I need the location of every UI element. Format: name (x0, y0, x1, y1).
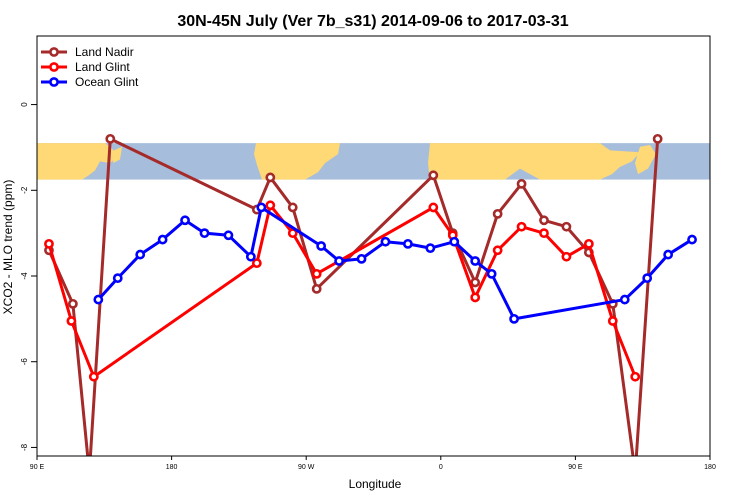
data-point-land-glint (539, 228, 549, 239)
data-point-ocean-glint (425, 243, 436, 254)
plot-frame (36, 35, 711, 457)
data-point-ocean-glint (486, 268, 497, 279)
x-tick-label: 180 (166, 464, 178, 471)
data-point-ocean-glint (449, 236, 460, 247)
legend-item-ocean-glint: Ocean Glint (41, 75, 139, 89)
data-point-land-glint (88, 371, 99, 382)
x-axis: 90 E 180 90 W 0 90 E 180 (30, 456, 716, 471)
data-point-land-nadir (561, 221, 572, 232)
data-point-land-glint (44, 238, 54, 249)
legend-marker (49, 77, 59, 87)
data-point-land-glint (251, 258, 262, 269)
data-point-land-glint (470, 292, 481, 303)
data-point-ocean-glint (135, 249, 146, 260)
data-point-land-nadir (428, 170, 439, 181)
data-point-ocean-glint (619, 294, 630, 305)
y-tick-label: -6 (20, 358, 29, 366)
x-tick-label: 90 E (568, 464, 583, 471)
data-point-ocean-glint (157, 234, 168, 245)
map-land-mass (254, 143, 340, 180)
legend-item-land-nadir: Land Nadir (41, 45, 134, 59)
data-point-ocean-glint (470, 256, 481, 266)
data-point-land-nadir (67, 298, 78, 309)
series-land-glint (44, 200, 641, 382)
data-point-land-glint (516, 221, 527, 232)
data-point-ocean-glint (180, 215, 190, 226)
legend-marker (49, 62, 59, 72)
legend-item-land-glint: Land Glint (41, 60, 130, 74)
y-tick-label: -4 (20, 272, 29, 280)
x-tick-label: 90 W (298, 464, 315, 471)
data-point-land-glint (583, 238, 594, 249)
data-point-ocean-glint (687, 234, 697, 245)
data-point-land-nadir (105, 133, 116, 144)
data-point-land-nadir (470, 277, 481, 288)
data-point-land-glint (287, 228, 298, 239)
map-land-mass (635, 144, 656, 175)
series-ocean-glint (93, 202, 697, 324)
x-tick-label: 90 E (30, 464, 45, 471)
map-land-mass (37, 143, 118, 180)
data-point-land-nadir (311, 283, 322, 294)
data-point-ocean-glint (663, 249, 674, 260)
data-point-ocean-glint (642, 273, 653, 284)
x-tick-label: 0 (439, 464, 443, 471)
world-map-band (37, 143, 710, 180)
map-land (37, 143, 656, 180)
data-point-ocean-glint (380, 236, 391, 247)
map-land-mass (428, 143, 640, 180)
x-axis-label: Longitude (349, 477, 402, 491)
data-point-ocean-glint (199, 228, 210, 239)
data-point-ocean-glint (223, 230, 234, 241)
data-point-ocean-glint (112, 273, 123, 284)
data-point-land-glint (607, 316, 618, 326)
data-point-ocean-glint (509, 313, 519, 324)
data-point-land-glint (492, 245, 503, 256)
data-point-land-glint (311, 268, 322, 279)
data-point-land-nadir (539, 215, 549, 226)
data-point-land-nadir (652, 133, 663, 144)
data-point-land-glint (66, 316, 77, 326)
data-point-land-glint (630, 371, 641, 382)
data-point-ocean-glint (334, 256, 345, 266)
legend-label: Land Nadir (75, 45, 134, 59)
data-point-ocean-glint (245, 251, 256, 262)
data-point-land-nadir (492, 208, 503, 219)
data-point-land-nadir (516, 178, 527, 189)
series-layer (44, 133, 697, 477)
legend-label: Land Glint (75, 60, 130, 74)
map-land-mass (113, 146, 122, 164)
data-point-ocean-glint (316, 241, 327, 251)
y-axis: 0 -2 -4 -6 -8 (20, 102, 37, 451)
data-point-land-nadir (632, 470, 639, 477)
data-point-ocean-glint (93, 294, 104, 305)
x-tick-label: 180 (704, 464, 716, 471)
y-tick-label: -8 (20, 443, 29, 451)
data-point-land-glint (265, 200, 276, 211)
y-axis-label: XCO2 - MLO trend (ppm) (1, 180, 15, 315)
data-point-ocean-glint (402, 238, 413, 249)
chart-title: 30N-45N July (Ver 7b_s31) 2014-09-06 to … (177, 13, 568, 30)
legend-marker (49, 47, 59, 57)
series-land-nadir (44, 133, 663, 477)
data-point-ocean-glint (356, 253, 367, 264)
data-point-ocean-glint (256, 202, 267, 213)
data-point-land-glint (428, 202, 439, 213)
data-point-land-nadir (265, 172, 276, 183)
data-point-land-nadir (287, 202, 298, 213)
series-line-land-nadir (47, 137, 660, 456)
y-tick-label: 0 (20, 102, 29, 107)
data-point-land-nadir (86, 470, 93, 477)
data-point-land-glint (561, 251, 572, 262)
legend-label: Ocean Glint (75, 75, 139, 89)
y-tick-label: -2 (20, 186, 29, 194)
